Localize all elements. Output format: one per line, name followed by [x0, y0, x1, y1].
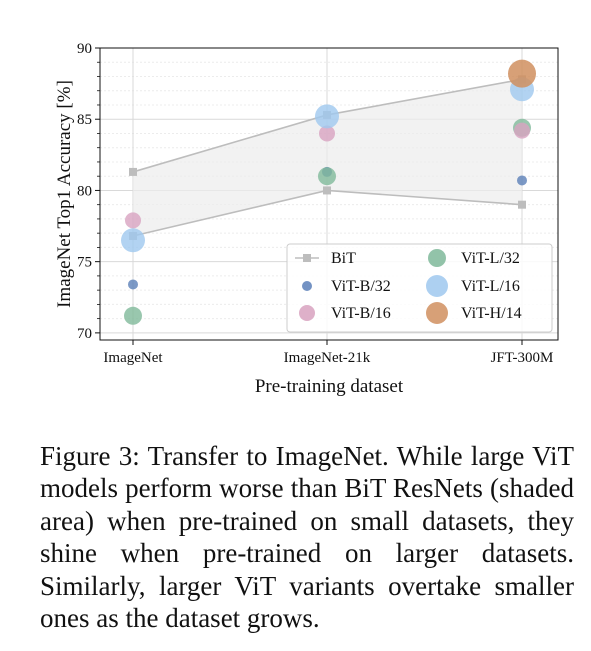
x-tick-label: JFT-300M — [491, 350, 554, 366]
caption-text: Figure 3: Transfer to ImageNet. While la… — [40, 441, 574, 633]
legend-box — [286, 243, 553, 333]
vit-h-14-point — [508, 59, 536, 88]
legend-vit-h-14-marker — [426, 302, 448, 324]
legend: BiT ViT-B/32 ViT-B/16 ViT-L/32 ViT-L/16 ViT-H… — [286, 243, 553, 333]
vit-l-32-point — [124, 306, 142, 325]
vit-b-16-point — [319, 125, 335, 142]
figure: 70 75 80 85 90 ImageNet ImageNet-21k JFT-300M P… — [54, 41, 559, 397]
legend-vit-l-16-marker — [426, 275, 448, 297]
legend-label: BiT — [331, 250, 356, 267]
bit-point — [518, 200, 526, 209]
legend-vit-b-32-marker — [302, 281, 312, 291]
vit-b-16-point — [125, 212, 141, 229]
y-tick-label: 75 — [77, 255, 92, 271]
series — [121, 59, 536, 325]
plot-frame — [99, 47, 559, 341]
legend-vit-l-32-marker — [428, 249, 446, 267]
legend-label: ViT-L/16 — [461, 278, 520, 295]
vit-b-32-point — [128, 279, 138, 290]
vit-l-16-point — [121, 228, 145, 253]
y-axis-label: ImageNet Top1 Accuracy [%] — [54, 80, 75, 308]
vit-l-32-point — [318, 167, 336, 186]
bit-point — [129, 167, 137, 176]
y-tick-label: 80 — [77, 183, 92, 199]
accuracy-chart: 70 75 80 85 90 ImageNet ImageNet-21k JFT-300M P… — [54, 41, 559, 397]
x-tick-label: ImageNet — [103, 350, 163, 366]
x-axis-label: Pre-training dataset — [255, 376, 404, 397]
legend-label: ViT-B/32 — [331, 278, 391, 295]
vit-l-16-point — [315, 104, 339, 129]
y-tick-label: 85 — [77, 112, 92, 128]
figure-caption: Figure 3: Transfer to ImageNet. While la… — [40, 440, 574, 634]
y-tick-label: 90 — [77, 41, 92, 57]
bit-point — [323, 186, 331, 195]
x-tick-label: ImageNet-21k — [284, 350, 371, 366]
vit-b-32-point — [517, 175, 527, 186]
vit-b-16-point — [514, 122, 530, 139]
ticks: 70 75 80 85 90 ImageNet ImageNet-21k JFT-300M — [77, 41, 553, 366]
legend-label: ViT-L/32 — [461, 250, 520, 267]
legend-bit-marker — [303, 254, 311, 262]
legend-label: ViT-B/16 — [331, 305, 391, 322]
legend-label: ViT-H/14 — [461, 305, 522, 322]
y-tick-label: 70 — [77, 326, 92, 342]
legend-vit-b-16-marker — [299, 305, 315, 321]
